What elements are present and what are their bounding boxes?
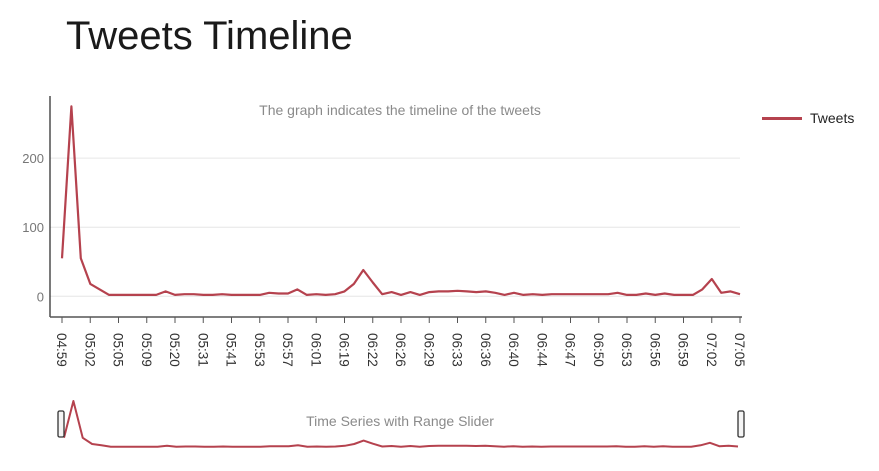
x-tick-label: 06:59 [676, 333, 691, 367]
legend-label-tweets[interactable]: Tweets [810, 110, 855, 126]
x-tick-label: 04:59 [54, 333, 69, 367]
x-tick-label: 05:05 [111, 333, 126, 367]
y-tick-label: 200 [22, 151, 44, 166]
range-slider-left-handle[interactable] [57, 410, 65, 438]
x-tick-label: 05:31 [195, 333, 210, 367]
page-title: Tweets Timeline [66, 14, 353, 58]
x-tick-label: 06:50 [591, 333, 606, 367]
x-tick-label: 06:40 [506, 333, 521, 367]
y-tick-label: 100 [22, 220, 44, 235]
grid-lines [50, 157, 740, 297]
y-tick-label: 0 [37, 289, 44, 304]
range-slider-series [63, 400, 739, 448]
x-tick-label: 05:09 [139, 333, 154, 367]
x-tick-label: 07:02 [704, 333, 719, 367]
x-tick-label: 05:57 [280, 333, 295, 367]
x-tick-label: 06:01 [308, 333, 323, 367]
series-tweets [60, 105, 741, 296]
x-tick-label: 06:19 [337, 333, 352, 367]
x-tick-label: 06:26 [393, 333, 408, 367]
x-tick-label: 06:29 [421, 333, 436, 367]
x-tick-label: 06:56 [647, 333, 662, 367]
range-slider[interactable]: Time Series with Range Slider [57, 400, 745, 448]
range-slider-title: Time Series with Range Slider [306, 413, 494, 429]
x-tick-label: 06:22 [365, 333, 380, 367]
range-slider-right-handle[interactable] [737, 410, 745, 438]
axes [49, 96, 742, 318]
chart-title: The graph indicates the timeline of the … [259, 102, 541, 118]
x-tick-label: 05:53 [252, 333, 267, 367]
x-tick-label: 06:44 [534, 333, 549, 367]
x-tick-label: 06:53 [619, 333, 634, 367]
x-tick-labels: 04:59 05:02 05:05 05:09 05:20 05:31 05:41 05:53… [54, 317, 747, 367]
x-tick-label: 05:02 [82, 333, 97, 367]
x-tick-label: 06:47 [563, 333, 578, 367]
x-tick-label: 05:41 [224, 333, 239, 367]
x-tick-label: 05:20 [167, 333, 182, 367]
x-tick-label: 06:33 [450, 333, 465, 367]
range-slider-line [63, 400, 739, 448]
x-tick-label: 06:36 [478, 333, 493, 367]
series-line-tweets [60, 105, 741, 296]
legend-swatch [762, 116, 802, 120]
x-tick-label: 07:05 [732, 333, 747, 367]
y-tick-labels: 0 100 200 [22, 151, 44, 304]
legend[interactable]: Tweets [762, 110, 854, 126]
